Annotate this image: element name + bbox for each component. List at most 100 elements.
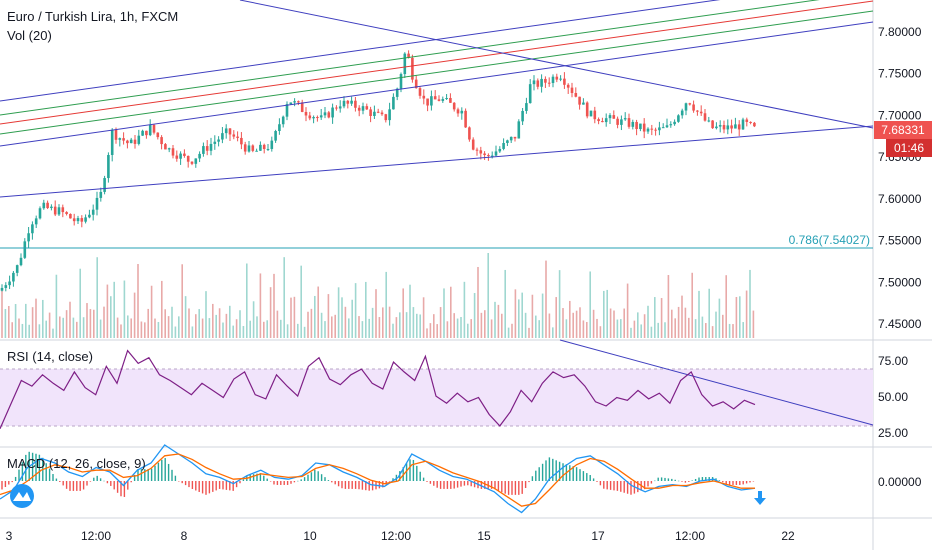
candle-body [601,121,604,123]
volume-bar [439,307,442,338]
volume-bar [303,326,306,338]
macd-legend[interactable]: MACD (12, 26, close, 9) [7,456,146,471]
candle-body [578,96,581,105]
candle-body [297,101,300,103]
histogram-bar [484,481,486,489]
histogram-bar [96,475,98,481]
volume-bar [405,312,408,338]
candle-body [661,127,665,129]
time-label: 8 [181,529,188,543]
histogram-bar [354,481,357,489]
histogram-bar [674,479,676,481]
descending-trendline[interactable] [239,0,874,129]
candle-body [540,78,543,87]
macd-tick: 0.00000 [878,475,922,489]
volume-bar [82,317,85,338]
histogram-bar [55,478,58,481]
candle-body [99,191,103,198]
histogram-bar [52,474,54,481]
volume-bar [419,314,421,338]
candle-body [8,281,11,286]
volume-bar [671,309,673,338]
volume-bar [745,290,748,338]
candle-body [563,78,566,85]
volume-bar [514,289,517,338]
candle-body [42,202,46,209]
tradingview-logo-icon[interactable] [10,484,34,508]
histogram-bar [358,481,360,490]
histogram-bar [429,481,432,484]
histogram-bar [650,481,653,484]
volume-bar [232,325,234,338]
symbol-title[interactable]: Euro / Turkish Lira, 1h, FXCM [7,9,178,24]
volume-bar [164,309,166,338]
histogram-bar [562,463,564,481]
candle-body [308,115,312,119]
candle-body [209,143,213,151]
histogram-bar [694,478,697,481]
histogram-bar [382,481,384,488]
candle-body [699,111,703,114]
rsi-tick: 75.00 [878,354,908,368]
histogram-bar [133,474,136,481]
volume-bar [647,305,649,338]
volume-bar [371,307,374,338]
candle-body [160,137,163,145]
volume-bar [616,319,619,338]
candle-body [688,103,692,105]
candle-body [551,76,555,84]
volume-bar [327,294,330,338]
candle-body [262,144,266,149]
histogram-bar [89,481,92,482]
volume-bar [337,287,340,338]
time-label: 12:00 [381,529,411,543]
volume-legend[interactable]: Vol (20) [7,28,52,43]
candle-body [152,124,156,133]
volume-bar [433,314,435,338]
candle-body [133,139,137,144]
candle-body [194,158,198,164]
volume-bar [545,260,547,338]
candle-body [475,149,479,151]
ascending-trendline[interactable] [0,125,874,198]
volume-bar [725,275,727,338]
candle-body [730,125,733,129]
candle-body [365,106,369,110]
scroll-to-realtime-arrow-icon[interactable] [754,491,766,505]
rsi-legend[interactable]: RSI (14, close) [7,349,93,364]
histogram-bar [184,481,187,486]
candle-body [464,110,467,128]
volume-bar [93,309,95,338]
candle-body [285,104,289,117]
price-axis[interactable]: 7.800007.750007.700007.650007.600007.550… [878,25,922,331]
histogram-bar [331,481,333,483]
histogram-bar [123,481,126,497]
volume-bar [21,323,24,338]
channel-lower-line[interactable] [0,21,874,147]
candle-body [502,142,505,149]
volume-bar [283,257,285,338]
volume-bar [79,268,81,338]
rsi-trendline[interactable] [559,339,874,426]
volume-bar [110,296,112,338]
candle-body [665,125,669,128]
volume-bar [677,306,680,338]
candle-body [57,207,61,215]
histogram-bar [18,469,20,481]
channel-green-upper-line[interactable] [0,0,873,116]
volume-bar [1,288,3,338]
histogram-bar [528,481,530,483]
volume-bar [317,286,319,338]
volume-bar [208,318,211,338]
candle-body [437,99,441,101]
channel-median-line[interactable] [0,0,874,125]
volume-bar [72,317,75,338]
channel-green-lower-line[interactable] [0,10,874,135]
volume-bar [562,308,564,338]
histogram-bar [698,477,700,481]
candle-body [148,124,152,136]
rsi-tick: 50.00 [878,390,908,404]
volume-bar [45,320,47,338]
candle-body [61,207,65,213]
